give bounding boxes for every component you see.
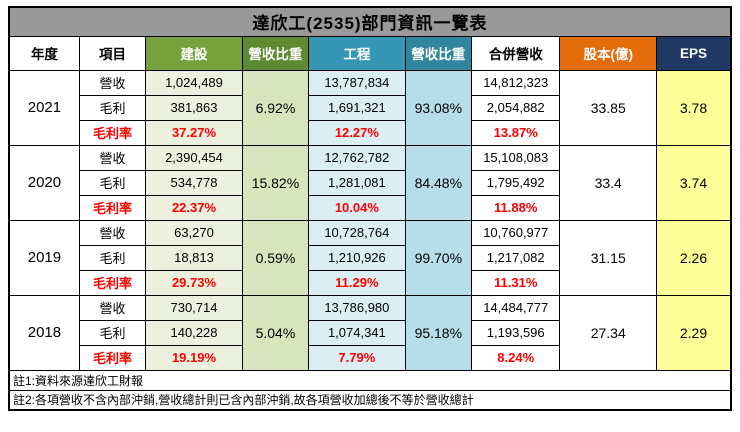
table-row: 2020 營收 2,390,454 15.82% 12,762,782 84.4… xyxy=(8,144,732,221)
table-row: 2018 營收 730,714 5.04% 13,786,980 95.18% … xyxy=(8,294,732,371)
table-row: 2019 營收 63,270 0.59% 10,728,764 99.70% 1… xyxy=(8,219,732,296)
cell-engineering-revenue: 10,728,764 xyxy=(308,219,406,246)
cell-engineering-gross: 1,074,341 xyxy=(308,319,406,346)
cell-construction-margin: 19.19% xyxy=(145,344,243,371)
table-row: 毛利率 19.19% 7.79% 8.24% xyxy=(9,344,731,371)
cell-engineering-revenue: 12,762,782 xyxy=(308,144,406,171)
footnote-1: 註1:資料來源達欣工財報 xyxy=(8,369,732,391)
cell-capital: 31.15 xyxy=(559,219,657,296)
cell-consolidated-revenue: 14,812,323 xyxy=(470,69,561,96)
table-row: 毛利率 22.37% 10.04% 11.88% xyxy=(9,194,731,221)
footnote-row: 註1:資料來源達欣工財報 xyxy=(8,369,732,391)
cell-engineering-ratio: 95.18% xyxy=(404,294,472,371)
cell-consolidated-gross: 1,795,492 xyxy=(470,169,561,196)
cell-eps: 2.26 xyxy=(655,219,732,296)
footnote-2: 註2:各項營收不含內部沖銷,營收總計則已含內部沖銷,故各項營收加總後不等於營收總… xyxy=(8,389,732,411)
cell-capital: 27.34 xyxy=(559,294,657,371)
cell-consolidated-gross: 2,054,882 xyxy=(470,94,561,121)
row-label-gross-profit: 毛利 xyxy=(78,169,147,196)
cell-construction-ratio: 15.82% xyxy=(241,144,310,221)
col-header-construction-ratio: 營收比重 xyxy=(241,35,310,71)
cell-engineering-margin: 10.04% xyxy=(308,194,406,221)
row-label-gross-margin: 毛利率 xyxy=(78,344,147,371)
cell-engineering-margin: 7.79% xyxy=(308,344,406,371)
department-info-table: 達欣工(2535)部門資訊一覽表 年度 項目 建設 營收比重 工程 營收比重 合… xyxy=(8,6,732,411)
table-row: 毛利率 29.73% 11.29% 11.31% xyxy=(9,269,731,296)
cell-consolidated-revenue: 10,760,977 xyxy=(470,219,561,246)
col-header-construction: 建設 xyxy=(145,35,243,71)
cell-construction-gross: 18,813 xyxy=(145,244,243,271)
header-row: 年度 項目 建設 營收比重 工程 營收比重 合併營收 股本(億) EPS xyxy=(8,35,732,71)
cell-engineering-gross: 1,210,926 xyxy=(308,244,406,271)
cell-engineering-ratio: 99.70% xyxy=(404,219,472,296)
row-label-revenue: 營收 xyxy=(78,144,147,171)
cell-consolidated-margin: 11.31% xyxy=(470,269,561,296)
cell-eps: 2.29 xyxy=(655,294,732,371)
row-label-gross-profit: 毛利 xyxy=(78,319,147,346)
cell-engineering-ratio: 93.08% xyxy=(404,69,472,146)
table-row: 毛利 18,813 1,210,926 1,217,082 xyxy=(9,244,731,271)
row-label-gross-margin: 毛利率 xyxy=(78,194,147,221)
cell-consolidated-gross: 1,193,596 xyxy=(470,319,561,346)
cell-construction-revenue: 2,390,454 xyxy=(145,144,243,171)
col-header-capital: 股本(億) xyxy=(559,35,657,71)
cell-engineering-margin: 12.27% xyxy=(308,119,406,146)
col-header-eps: EPS xyxy=(655,35,732,71)
row-label-gross-margin: 毛利率 xyxy=(78,119,147,146)
table-row: 毛利 534,778 1,281,081 1,795,492 xyxy=(9,169,731,196)
cell-consolidated-margin: 13.87% xyxy=(470,119,561,146)
row-label-revenue: 營收 xyxy=(78,69,147,96)
cell-consolidated-revenue: 14,484,777 xyxy=(470,294,561,321)
table-row: 毛利 381,863 1,691,321 2,054,882 xyxy=(9,94,731,121)
col-header-engineering: 工程 xyxy=(308,35,406,71)
year-cell: 2021 xyxy=(8,69,80,146)
cell-construction-gross: 140,228 xyxy=(145,319,243,346)
cell-capital: 33.85 xyxy=(559,69,657,146)
cell-eps: 3.78 xyxy=(655,69,732,146)
page-title: 達欣工(2535)部門資訊一覽表 xyxy=(8,6,732,37)
cell-consolidated-margin: 8.24% xyxy=(470,344,561,371)
row-label-gross-profit: 毛利 xyxy=(78,244,147,271)
cell-engineering-ratio: 84.48% xyxy=(404,144,472,221)
cell-construction-margin: 22.37% xyxy=(145,194,243,221)
row-label-gross-profit: 毛利 xyxy=(78,94,147,121)
cell-engineering-gross: 1,691,321 xyxy=(308,94,406,121)
cell-construction-revenue: 1,024,489 xyxy=(145,69,243,96)
cell-engineering-gross: 1,281,081 xyxy=(308,169,406,196)
cell-construction-revenue: 63,270 xyxy=(145,219,243,246)
year-cell: 2020 xyxy=(8,144,80,221)
cell-engineering-revenue: 13,787,834 xyxy=(308,69,406,96)
cell-capital: 33.4 xyxy=(559,144,657,221)
cell-construction-margin: 37.27% xyxy=(145,119,243,146)
cell-eps: 3.74 xyxy=(655,144,732,221)
cell-construction-revenue: 730,714 xyxy=(145,294,243,321)
title-row: 達欣工(2535)部門資訊一覽表 xyxy=(8,6,732,37)
col-header-consolidated: 合併營收 xyxy=(470,35,561,71)
row-label-revenue: 營收 xyxy=(78,294,147,321)
col-header-engineering-ratio: 營收比重 xyxy=(404,35,472,71)
year-cell: 2019 xyxy=(8,219,80,296)
footnote-row: 註2:各項營收不含內部沖銷,營收總計則已含內部沖銷,故各項營收加總後不等於營收總… xyxy=(8,389,732,411)
cell-construction-ratio: 6.92% xyxy=(241,69,310,146)
cell-consolidated-revenue: 15,108,083 xyxy=(470,144,561,171)
table-row: 毛利率 37.27% 12.27% 13.87% xyxy=(9,119,731,146)
year-cell: 2018 xyxy=(8,294,80,371)
cell-consolidated-margin: 11.88% xyxy=(470,194,561,221)
cell-construction-gross: 534,778 xyxy=(145,169,243,196)
row-label-gross-margin: 毛利率 xyxy=(78,269,147,296)
table-row: 2021 營收 1,024,489 6.92% 13,787,834 93.08… xyxy=(8,69,732,146)
table-row: 毛利 140,228 1,074,341 1,193,596 xyxy=(9,319,731,346)
cell-engineering-margin: 11.29% xyxy=(308,269,406,296)
cell-construction-margin: 29.73% xyxy=(145,269,243,296)
cell-construction-ratio: 0.59% xyxy=(241,219,310,296)
col-header-year: 年度 xyxy=(8,35,80,71)
cell-construction-ratio: 5.04% xyxy=(241,294,310,371)
page-container: 達欣工(2535)部門資訊一覽表 年度 項目 建設 營收比重 工程 營收比重 合… xyxy=(8,6,732,411)
cell-consolidated-gross: 1,217,082 xyxy=(470,244,561,271)
col-header-item: 項目 xyxy=(78,35,147,71)
cell-construction-gross: 381,863 xyxy=(145,94,243,121)
cell-engineering-revenue: 13,786,980 xyxy=(308,294,406,321)
row-label-revenue: 營收 xyxy=(78,219,147,246)
